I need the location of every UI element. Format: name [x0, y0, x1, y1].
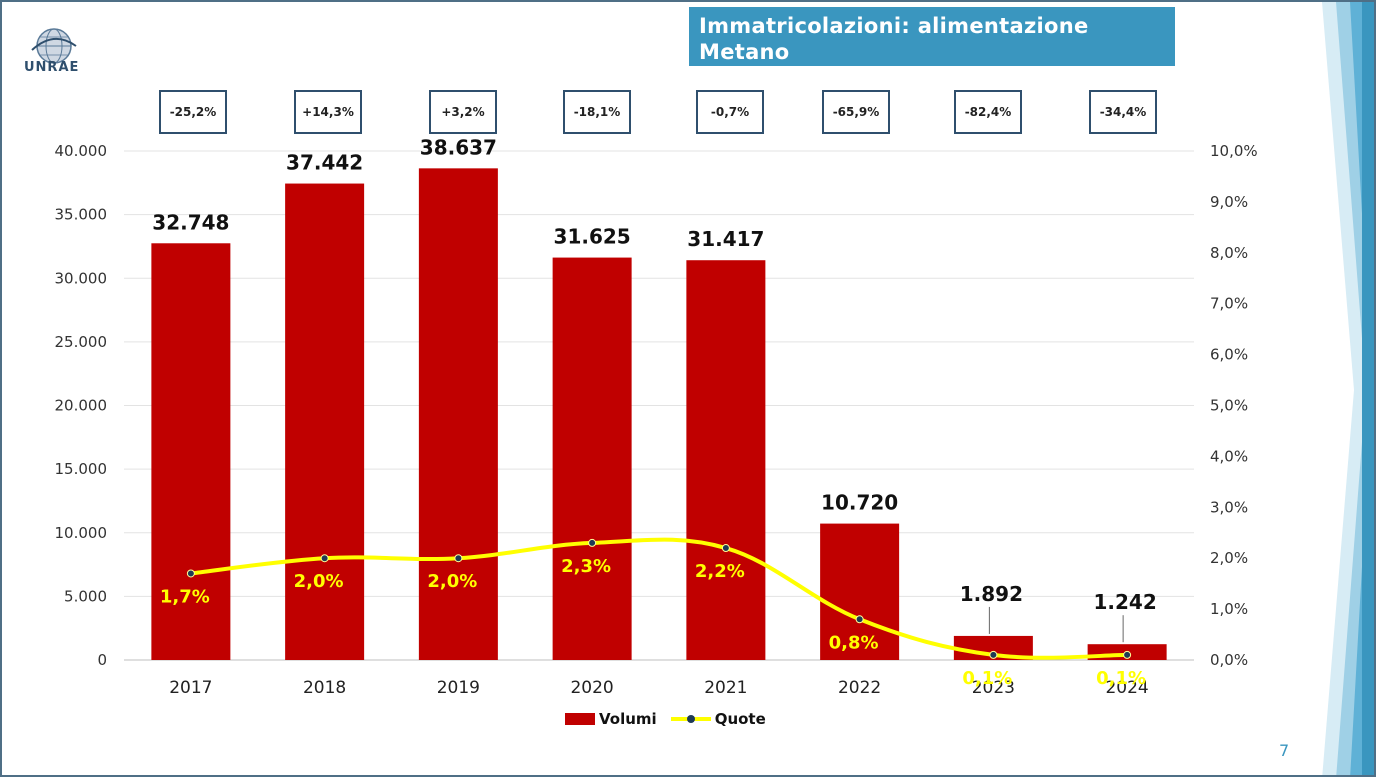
y-right-tick-label: 0,0% [1210, 651, 1248, 669]
title-line-1: Immatricolazioni: alimentazione [699, 14, 1089, 38]
x-tick-label: 2022 [838, 678, 881, 698]
growth-box-2022: -65,9% [822, 90, 890, 134]
page-number: 7 [1279, 741, 1290, 760]
x-tick-label: 2024 [1105, 678, 1148, 698]
point-quote-2018 [320, 554, 329, 563]
x-tick-label: 2018 [303, 678, 346, 698]
y-right-tick-label: 1,0% [1210, 600, 1248, 618]
y-right-tick-label: 9,0% [1210, 193, 1248, 211]
legend: Volumi Quote [565, 710, 780, 728]
y-right-tick-label: 6,0% [1210, 346, 1248, 364]
y-left-tick-label: 20.000 [55, 397, 108, 415]
growth-box-2023: -82,4% [954, 90, 1022, 134]
x-tick-label: 2017 [169, 678, 212, 698]
point-quote-2023 [989, 650, 998, 659]
bar-volumi-2021 [686, 260, 766, 660]
bar-volumi-2020 [552, 257, 632, 660]
y-left-tick-label: 40.000 [55, 142, 108, 160]
growth-box-2018: +14,3% [294, 90, 362, 134]
y-left-tick-label: 35.000 [55, 206, 108, 224]
point-quote-2021 [721, 544, 730, 553]
bar-value-label: 32.748 [152, 210, 229, 234]
point-quote-2017 [186, 569, 195, 578]
line-value-label: 2,0% [427, 571, 477, 592]
growth-label: -65,9% [832, 105, 880, 119]
y-right-tick-label: 8,0% [1210, 244, 1248, 262]
line-value-label: 0,8% [829, 632, 879, 653]
growth-label: -82,4% [964, 105, 1012, 119]
bar-value-label: 1.892 [960, 582, 1023, 606]
growth-box-2024: -34,4% [1089, 90, 1157, 134]
slide-title: Immatricolazioni: alimentazione Metano [689, 7, 1175, 66]
y-right-tick-label: 4,0% [1210, 447, 1248, 465]
y-left-tick-label: 25.000 [55, 333, 108, 351]
y-right-tick-label: 2,0% [1210, 549, 1248, 567]
line-value-label: 1,7% [160, 586, 210, 607]
bar-volumi-2019 [418, 168, 498, 660]
growth-box-2017: -25,2% [159, 90, 227, 134]
point-quote-2020 [588, 538, 597, 547]
legend-label-quote: Quote [714, 710, 766, 728]
legend-label-volumi: Volumi [599, 710, 657, 728]
bar-value-label: 1.242 [1093, 590, 1156, 614]
legend-item-quote: Quote [670, 710, 766, 728]
y-left-tick-label: 15.000 [55, 460, 108, 478]
x-tick-label: 2019 [437, 678, 480, 698]
point-quote-2022 [855, 615, 864, 624]
y-left-tick-label: 5.000 [64, 587, 107, 605]
x-tick-label: 2021 [704, 678, 747, 698]
bar-volumi-2017 [151, 243, 231, 661]
growth-label: +3,2% [441, 105, 485, 119]
growth-label: +14,3% [302, 105, 354, 119]
growth-label: -34,4% [1099, 105, 1147, 119]
unrae-logo-icon [31, 28, 77, 64]
growth-label: -0,7% [710, 105, 750, 119]
line-value-label: 2,2% [695, 561, 745, 582]
growth-box-2020: -18,1% [563, 90, 631, 134]
line-quote [190, 537, 1128, 660]
bar-volumi-2022 [820, 523, 900, 660]
y-left-tick-label: 10.000 [55, 524, 108, 542]
y-right-tick-label: 7,0% [1210, 295, 1248, 313]
y-left-tick-label: 0 [97, 651, 107, 669]
legend-swatch-bar [565, 713, 595, 725]
line-value-label: 2,3% [561, 556, 611, 577]
bar-value-label: 31.625 [554, 225, 631, 249]
line-value-label: 0,1% [962, 668, 1012, 689]
bar-value-label: 10.720 [821, 491, 898, 515]
bar-value-label: 37.442 [286, 151, 363, 175]
line-value-label: 0,1% [1096, 668, 1146, 689]
decorative-side-ribbon [1322, 2, 1374, 775]
x-tick-label: 2023 [972, 678, 1015, 698]
legend-swatch-line [670, 712, 711, 726]
y-right-tick-label: 10,0% [1210, 142, 1258, 160]
legend-item-volumi: Volumi [565, 710, 657, 728]
bar-value-label: 38.637 [420, 135, 497, 159]
x-tick-label: 2020 [570, 678, 613, 698]
bar-value-label: 31.417 [687, 227, 764, 251]
y-left-tick-label: 30.000 [55, 269, 108, 287]
growth-box-2019: +3,2% [429, 90, 497, 134]
logo-text: UNRAE [24, 60, 80, 75]
bar-volumi-2018 [285, 183, 365, 661]
growth-label: -18,1% [573, 105, 621, 119]
growth-box-2021: -0,7% [696, 90, 764, 134]
line-value-label: 2,0% [294, 571, 344, 592]
point-quote-2024 [1123, 650, 1132, 659]
point-quote-2019 [454, 554, 463, 563]
y-right-tick-label: 3,0% [1210, 498, 1248, 516]
growth-label: -25,2% [169, 105, 217, 119]
y-right-tick-label: 5,0% [1210, 397, 1248, 415]
title-line-2: Metano [699, 40, 790, 64]
